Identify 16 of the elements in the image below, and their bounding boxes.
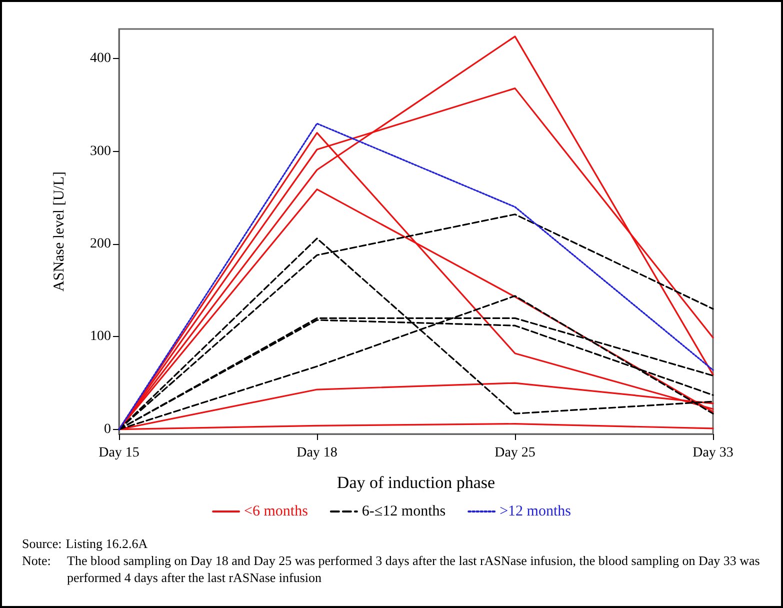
x-tick-label: Day 18 bbox=[296, 446, 338, 460]
x-tick-label: Day 33 bbox=[692, 446, 734, 460]
legend-label: >12 months bbox=[500, 504, 572, 520]
x-tick-label: Day 25 bbox=[494, 446, 536, 460]
legend-label: 6-≤12 months bbox=[362, 504, 446, 520]
x-axis-title: Day of induction phase bbox=[336, 473, 496, 492]
y-axis-title: ASNase level [U/L] bbox=[52, 172, 68, 292]
source-note: Source: Listing 16.2.6A bbox=[22, 535, 148, 552]
y-tick-label: 0 bbox=[104, 422, 111, 437]
text: Note: The blood sampling on Day 18 and Day 25 was performed 3 days after the last rASNase infusion, the blood sampling on Day 33 was performed 4 days after the last rASNase infusion bbox=[22, 553, 760, 585]
x-tick-label: Day 15 bbox=[98, 446, 140, 460]
y-tick-label: 300 bbox=[90, 144, 111, 159]
legend-label: <6 months bbox=[244, 504, 308, 520]
y-tick-label: 100 bbox=[90, 329, 111, 344]
y-tick-label: 200 bbox=[90, 236, 111, 252]
y-tick-label: 400 bbox=[90, 51, 111, 66]
